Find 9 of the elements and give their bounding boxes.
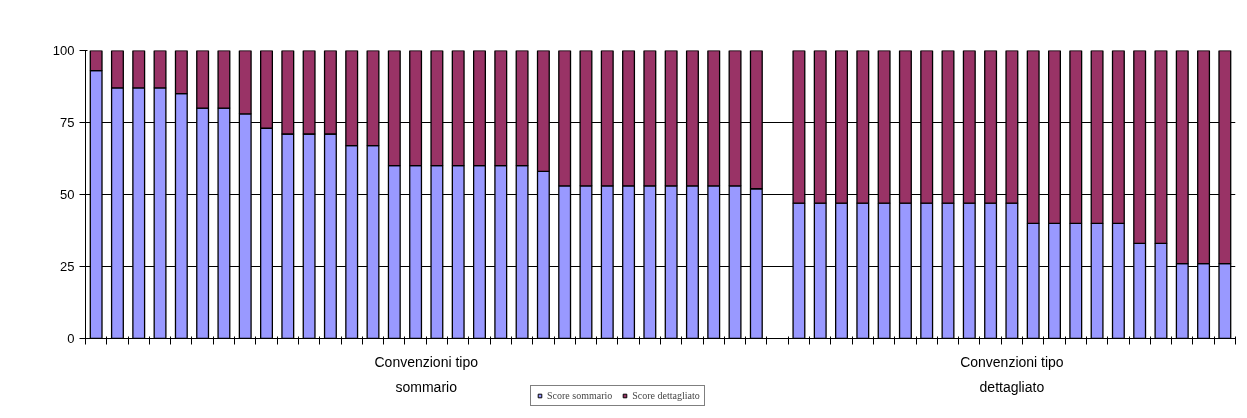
legend-label: Score sommario <box>547 390 613 401</box>
text: Convenzioni tipo sommario <box>374 353 479 395</box>
y-tick-label: 50 <box>60 187 75 202</box>
y-tick-label: 0 <box>67 331 75 346</box>
y-tick-label: 100 <box>52 43 75 58</box>
y-tick-label: 75 <box>60 115 75 130</box>
legend-label: Score dettagliato <box>632 390 700 401</box>
y-tick-label: 25 <box>60 259 75 274</box>
text: Convenzioni tipo dettagliato <box>960 353 1064 395</box>
